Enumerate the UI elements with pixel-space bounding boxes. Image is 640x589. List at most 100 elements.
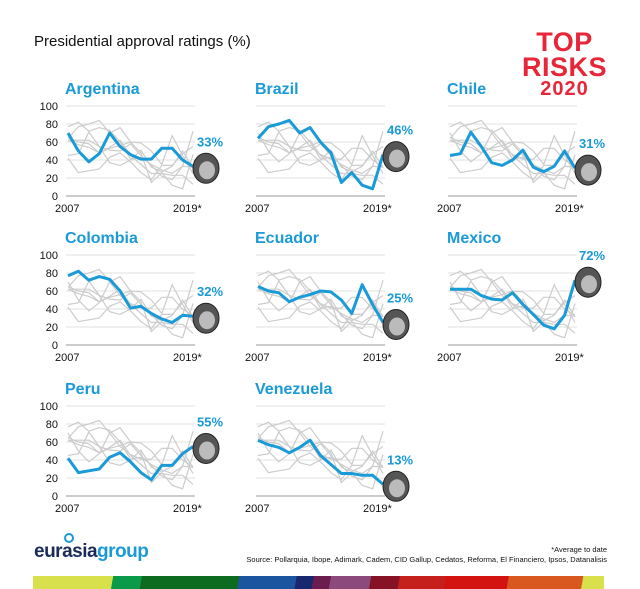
country-title: Chile bbox=[447, 81, 486, 98]
y-tick-label: 20 bbox=[46, 322, 58, 334]
panel-peru: 0 20 40 60 80 100 2007 2019* Peru 55% bbox=[40, 381, 224, 515]
other-country-line-venezuela bbox=[449, 288, 576, 334]
other-country-line-mexico bbox=[68, 431, 194, 481]
current-approval-label: 13% bbox=[387, 452, 413, 467]
other-country-line-venezuela bbox=[449, 139, 576, 185]
x-tick-end: 2019* bbox=[363, 203, 392, 215]
other-country-line-colombia bbox=[257, 270, 384, 324]
other-country-line-mexico bbox=[258, 431, 384, 481]
current-approval-label: 31% bbox=[579, 136, 605, 151]
current-approval-label: 33% bbox=[197, 134, 223, 149]
other-country-line-colombia bbox=[449, 270, 576, 324]
y-tick-label: 20 bbox=[46, 173, 58, 185]
x-tick-start: 2007 bbox=[245, 503, 269, 515]
brand-part1: eurasia bbox=[34, 541, 98, 562]
panel-argentina: 0 20 40 60 80 100 2007 2019* Argentina 33% bbox=[40, 81, 224, 215]
y-tick-label: 100 bbox=[40, 250, 58, 262]
other-country-line-venezuela bbox=[257, 139, 384, 185]
x-tick-start: 2007 bbox=[55, 352, 79, 364]
y-tick-label: 20 bbox=[46, 473, 58, 485]
other-country-line-mexico bbox=[68, 280, 194, 330]
other-country-line-chile bbox=[67, 130, 194, 173]
x-tick-end: 2019* bbox=[363, 352, 392, 364]
highlight-line-colombia bbox=[67, 269, 194, 324]
country-title: Mexico bbox=[447, 230, 501, 247]
y-tick-label: 60 bbox=[46, 286, 58, 298]
y-tick-label: 40 bbox=[46, 455, 58, 467]
x-tick-end: 2019* bbox=[555, 352, 584, 364]
y-tick-label: 0 bbox=[52, 491, 58, 503]
other-country-line-ecuador bbox=[67, 134, 194, 174]
highlight-line-peru bbox=[66, 445, 194, 482]
source-note: Source: Pollarquia, Ibope, Adimark, Cade… bbox=[246, 554, 607, 564]
top-risks-2020-logo: TOP RISKS 2020 bbox=[521, 29, 607, 100]
y-tick-label: 60 bbox=[46, 437, 58, 449]
footnote-average: *Average to date bbox=[551, 545, 607, 554]
other-country-line-mexico bbox=[68, 131, 194, 181]
highlight-line-chile bbox=[449, 130, 577, 174]
other-country-line-mexico bbox=[450, 131, 576, 181]
other-country-line-ecuador bbox=[449, 283, 576, 323]
y-tick-label: 100 bbox=[40, 101, 58, 113]
highlight-line-ecuador bbox=[257, 283, 385, 324]
x-tick-start: 2007 bbox=[437, 352, 461, 364]
other-country-line-chile bbox=[257, 279, 384, 322]
y-tick-label: 80 bbox=[46, 119, 58, 131]
chart-title: Presidential approval ratings (%) bbox=[34, 33, 251, 50]
panel-colombia: 0 20 40 60 80 100 2007 2019* Colombia 32% bbox=[40, 230, 224, 364]
country-title: Peru bbox=[65, 381, 101, 398]
logo-line3: 2020 bbox=[540, 77, 589, 100]
x-tick-start: 2007 bbox=[55, 503, 79, 515]
panel-ecuador: 2007 2019* Ecuador 25% bbox=[245, 230, 413, 364]
other-country-line-venezuela bbox=[257, 288, 384, 334]
current-approval-label: 72% bbox=[579, 248, 605, 263]
face-highlight bbox=[389, 317, 405, 336]
y-tick-label: 80 bbox=[46, 268, 58, 280]
color-stripe bbox=[33, 576, 604, 589]
other-country-line-colombia bbox=[257, 421, 384, 475]
face-highlight bbox=[199, 441, 215, 460]
panel-mexico: 2007 2019* Mexico 72% bbox=[437, 230, 605, 364]
y-tick-label: 60 bbox=[46, 137, 58, 149]
country-title: Brazil bbox=[255, 81, 299, 98]
face-highlight bbox=[581, 163, 597, 182]
current-approval-label: 55% bbox=[197, 415, 223, 430]
other-country-line-peru bbox=[257, 146, 384, 181]
other-country-line-ecuador bbox=[257, 434, 384, 474]
y-tick-label: 40 bbox=[46, 304, 58, 316]
other-country-line-peru bbox=[257, 295, 384, 330]
country-title: Ecuador bbox=[255, 230, 319, 247]
other-country-line-venezuela bbox=[67, 288, 194, 334]
brand-part2: group bbox=[97, 541, 149, 562]
x-tick-end: 2019* bbox=[173, 203, 202, 215]
logo-line2: RISKS bbox=[521, 51, 607, 82]
current-approval-label: 25% bbox=[387, 291, 413, 306]
eurasia-group-logo: eurasiagroup bbox=[34, 541, 149, 563]
current-approval-label: 32% bbox=[197, 284, 223, 299]
current-approval-label: 46% bbox=[387, 123, 413, 138]
other-country-line-chile bbox=[449, 279, 576, 322]
y-tick-label: 0 bbox=[52, 340, 58, 352]
other-country-line-mexico bbox=[258, 280, 384, 330]
y-tick-label: 100 bbox=[40, 401, 58, 413]
x-tick-start: 2007 bbox=[437, 203, 461, 215]
y-tick-label: 80 bbox=[46, 419, 58, 431]
other-country-line-chile bbox=[257, 130, 384, 173]
country-title: Colombia bbox=[65, 230, 138, 247]
panel-chile: 2007 2019* Chile 31% bbox=[437, 81, 605, 215]
other-country-line-colombia bbox=[257, 121, 384, 175]
other-country-line-peru bbox=[67, 146, 194, 181]
x-tick-end: 2019* bbox=[363, 503, 392, 515]
footnotes: *Average to date Source: Pollarquia, Ibo… bbox=[246, 545, 607, 565]
other-country-line-ecuador bbox=[67, 434, 194, 474]
other-country-line-peru bbox=[449, 295, 576, 330]
highlight-line-brazil bbox=[256, 118, 385, 191]
face-highlight bbox=[199, 311, 215, 330]
panel-venezuela: 2007 2019* Venezuela 13% bbox=[245, 381, 413, 515]
country-title: Argentina bbox=[65, 81, 140, 98]
panel-brazil: 2007 2019* Brazil 46% bbox=[245, 81, 413, 215]
x-tick-end: 2019* bbox=[555, 203, 584, 215]
face-highlight bbox=[389, 149, 405, 168]
other-country-line-chile bbox=[67, 430, 194, 473]
x-tick-start: 2007 bbox=[245, 203, 269, 215]
